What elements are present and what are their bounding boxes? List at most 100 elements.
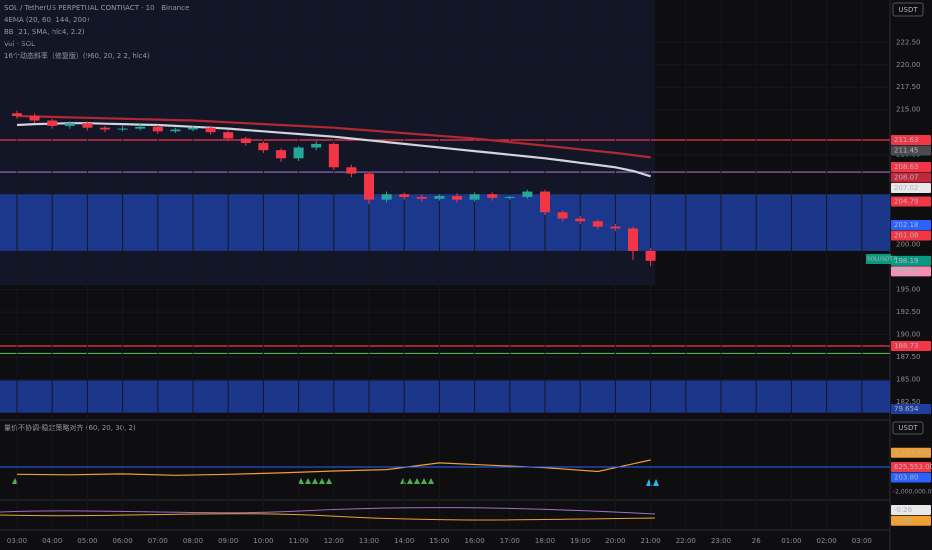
pane2-currency: USDT [898, 424, 918, 432]
candle-body [258, 142, 269, 151]
candle-body [311, 143, 322, 148]
price-label-bg [891, 255, 931, 266]
candle-body [575, 218, 586, 222]
price-label: 188.73 [894, 342, 919, 350]
y-tick-label: 182.50 [896, 398, 921, 406]
price-label: 211.45 [894, 147, 919, 155]
price-label: 202.18 [894, 221, 919, 229]
price-label: 201.08 [894, 232, 919, 240]
x-tick-label: 05:00 [77, 537, 97, 545]
header-line: 16个动态斜率（修复版）(960, 20, 2.2, hlc4) [4, 51, 150, 60]
price-label: 625,553.00 [894, 463, 932, 471]
header: SOL / TetherUS PERPETUAL CONTRACT · 10 ·… [4, 4, 189, 60]
price-label: 208.63 [894, 163, 919, 171]
zone [0, 194, 890, 251]
y-tick-label: 217.50 [896, 83, 921, 91]
price-label-bg [891, 340, 931, 351]
candle-body [47, 120, 58, 126]
candle-body [346, 167, 357, 174]
y-tick-label: 220.00 [896, 61, 921, 69]
candle-body [487, 194, 498, 198]
x-tick-label: 18:00 [535, 537, 555, 545]
candle-body [100, 127, 110, 130]
candle-body [452, 196, 462, 200]
aux-label: 79.654 [894, 405, 919, 413]
header-line: Vol · SOL [4, 40, 35, 48]
x-tick-label: 03:00 [7, 537, 27, 545]
x-tick-label: 22:00 [676, 537, 696, 545]
currency-box[interactable] [892, 421, 924, 435]
aux-label-bg [891, 404, 931, 414]
price-label: 207.02 [894, 184, 919, 192]
x-tick-label: 23:00 [711, 537, 731, 545]
y-tick-label: 195.00 [896, 286, 921, 294]
symbol-tag-bg [866, 254, 891, 264]
candle-body [188, 127, 198, 130]
ema-line [16, 122, 651, 178]
price-label-bg [891, 472, 931, 483]
candle-body [557, 212, 568, 219]
price-label-bg [891, 515, 931, 526]
currency-box[interactable] [892, 2, 924, 17]
candle-body [152, 126, 163, 132]
y-tick-label: 192.50 [896, 308, 921, 316]
candle-body [135, 126, 146, 129]
price-label: -0.26 [894, 506, 913, 514]
price-label: 211.63 [894, 136, 919, 144]
candle-body [381, 194, 392, 200]
candle-body [29, 116, 40, 121]
zone [0, 380, 890, 413]
candle-body [522, 191, 533, 197]
x-tick-label: 12:00 [324, 537, 344, 545]
y-tick-label: -2,000,000.00 [893, 488, 932, 495]
price-label: 204.79 [894, 198, 919, 206]
price-label: 203.80 [894, 473, 919, 481]
candle-body [205, 127, 216, 133]
header-line: SOL / TetherUS PERPETUAL CONTRACT · 10 ·… [4, 4, 189, 12]
x-tick-label: 10:00 [253, 537, 273, 545]
candle-body [240, 138, 251, 143]
candle-body [610, 226, 621, 229]
price-label: 197.48 [894, 267, 919, 275]
x-tick-label: 04:00 [42, 537, 62, 545]
symbol-tag: SOLUSDT.P [867, 257, 898, 263]
candle-body [592, 221, 603, 227]
pane2-title: 量价不协调-稳定策略对齐 (60, 20, 30, 2) [4, 423, 136, 432]
candle-body [399, 194, 410, 197]
x-tick-label: 09:00 [218, 537, 238, 545]
price-label-bg [891, 162, 931, 173]
pane3-wave [0, 513, 656, 521]
price-label: 208.07 [894, 174, 919, 182]
price-label-bg [891, 135, 931, 146]
x-tick-label: 15:00 [429, 537, 449, 545]
price-label-bg [891, 447, 931, 458]
x-tick-label: 11:00 [289, 537, 309, 545]
candle-body [540, 191, 550, 213]
price-label-bg [891, 220, 931, 231]
y-tick-label: 185.00 [896, 376, 921, 384]
x-tick-label: 13:00 [359, 537, 379, 545]
candle-body [434, 196, 445, 199]
price-label-bg [891, 266, 931, 277]
price-label-bg [891, 230, 931, 241]
x-tick-label: 01:00 [781, 537, 801, 545]
candle-body [82, 123, 93, 128]
pane2-line [16, 459, 651, 476]
x-tick-label: 06:00 [113, 537, 133, 545]
price-label: 198.19 [894, 257, 919, 265]
y-tick-label: 222.50 [896, 38, 921, 46]
price-label-bg [891, 461, 931, 472]
candle-body [170, 129, 181, 132]
x-tick-label: 08:00 [183, 537, 203, 545]
x-tick-label: 16:00 [465, 537, 485, 545]
x-tick-label: 21:00 [641, 537, 661, 545]
candle-body [328, 143, 339, 168]
y-tick-label: 200.00 [896, 241, 921, 249]
header-line: BB (21, SMA, hlc4, 2.2) [4, 28, 85, 36]
candle-body [416, 196, 427, 199]
x-tick-label: 02:00 [817, 537, 837, 545]
countdown: 07:19 [894, 266, 914, 274]
candle-body [364, 173, 374, 200]
